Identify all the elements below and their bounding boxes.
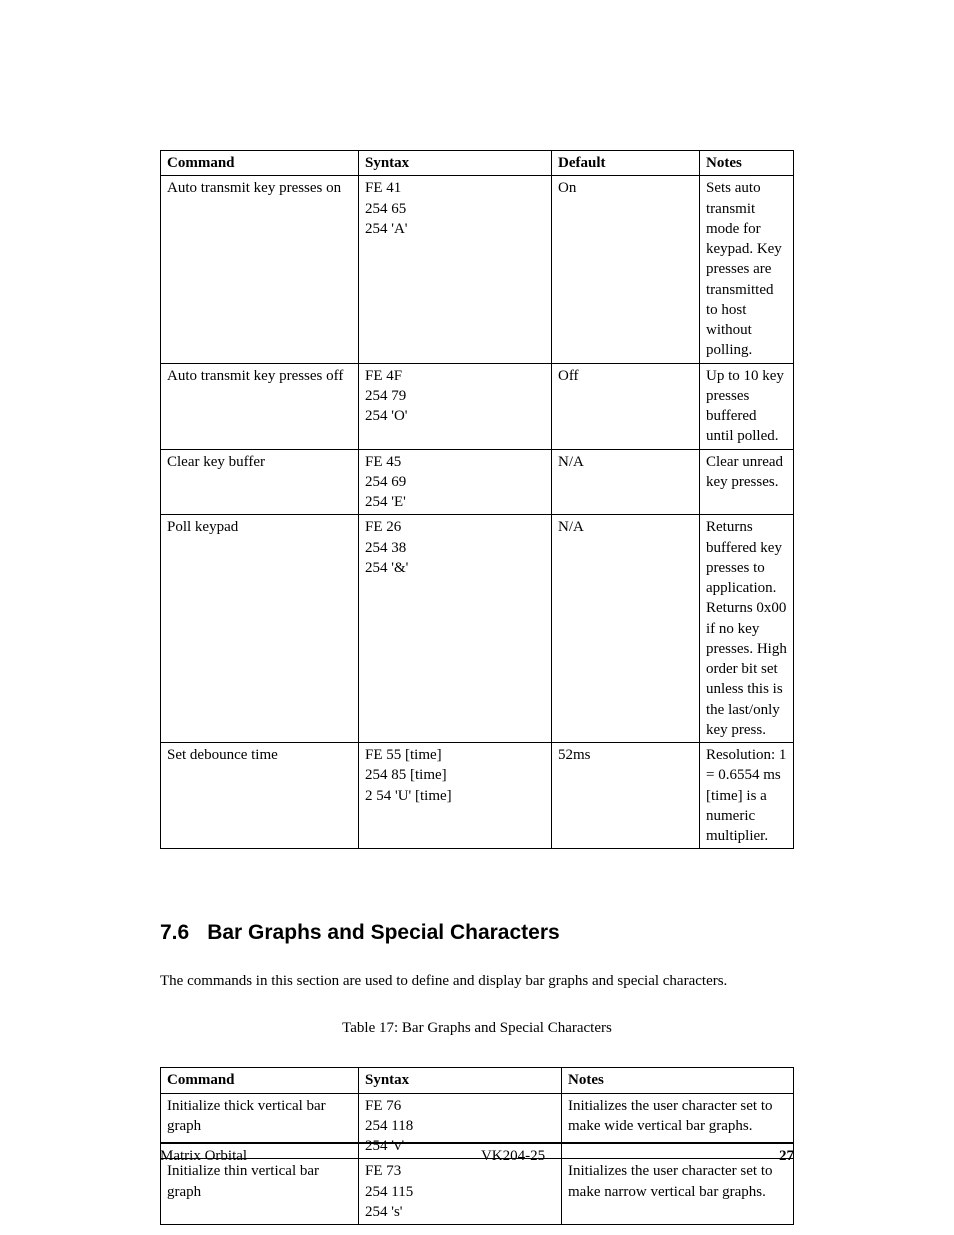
table-caption: Table 17: Bar Graphs and Special Charact… (160, 1020, 794, 1037)
section-title: Bar Graphs and Special Characters (207, 921, 559, 944)
cell-default: N/A (552, 515, 700, 743)
syntax-line: 254 69 (365, 472, 545, 492)
cell-notes: Returns buffered key presses to applicat… (700, 515, 794, 743)
page-footer: Matrix Orbital VK204-25 27 (160, 1142, 794, 1165)
syntax-line: 254 118 (365, 1116, 555, 1136)
syntax-line: 254 's' (365, 1202, 555, 1222)
table-row: Set debounce timeFE 55 [time]254 85 [tim… (161, 743, 794, 849)
cell-syntax: FE 41254 65254 'A' (359, 176, 552, 363)
syntax-line: 254 79 (365, 386, 545, 406)
table-row: Auto transmit key presses offFE 4F254 79… (161, 363, 794, 449)
footer-page-number: 27 (779, 1148, 794, 1165)
cell-default: Off (552, 363, 700, 449)
col-command: Command (161, 1068, 359, 1093)
cell-notes: Resolution: 1 = 0.6554 ms [time] is a nu… (700, 743, 794, 849)
section-number: 7.6 (160, 921, 189, 944)
cell-command: Initialize thin vertical bar graph (161, 1159, 359, 1225)
cell-syntax: FE 26254 38254 '&' (359, 515, 552, 743)
syntax-line: FE 41 (365, 178, 545, 198)
cell-default: N/A (552, 449, 700, 515)
table-row: Auto transmit key presses onFE 41254 652… (161, 176, 794, 363)
keypad-commands-table: Command Syntax Default Notes Auto transm… (160, 150, 794, 849)
syntax-line: 254 '&' (365, 558, 545, 578)
syntax-line: FE 26 (365, 517, 545, 537)
cell-command: Poll keypad (161, 515, 359, 743)
cell-default: 52ms (552, 743, 700, 849)
section-heading: 7.6 Bar Graphs and Special Characters (160, 921, 794, 945)
cell-syntax: FE 45254 69254 'E' (359, 449, 552, 515)
cell-command: Set debounce time (161, 743, 359, 849)
syntax-line: 254 38 (365, 538, 545, 558)
table1-body: Auto transmit key presses onFE 41254 652… (161, 176, 794, 849)
cell-command: Auto transmit key presses on (161, 176, 359, 363)
syntax-line: 254 115 (365, 1182, 555, 1202)
footer-left: Matrix Orbital (160, 1148, 247, 1165)
cell-syntax: FE 73254 115254 's' (359, 1159, 562, 1225)
col-syntax: Syntax (359, 151, 552, 176)
syntax-line: 254 65 (365, 199, 545, 219)
cell-command: Auto transmit key presses off (161, 363, 359, 449)
cell-command: Clear key buffer (161, 449, 359, 515)
table-header-row: Command Syntax Notes (161, 1068, 794, 1093)
cell-syntax: FE 55 [time]254 85 [time]2 54 'U' [time] (359, 743, 552, 849)
table-row: Initialize thin vertical bar graphFE 732… (161, 1159, 794, 1225)
cell-syntax: FE 4F254 79254 'O' (359, 363, 552, 449)
footer-rule (160, 1142, 794, 1144)
cell-notes: Sets auto transmit mode for keypad. Key … (700, 176, 794, 363)
cell-notes: Clear unread key presses. (700, 449, 794, 515)
col-syntax: Syntax (359, 1068, 562, 1093)
footer-center: VK204-25 (481, 1148, 545, 1165)
syntax-line: FE 55 [time] (365, 745, 545, 765)
syntax-line: FE 4F (365, 366, 545, 386)
table-row: Clear key bufferFE 45254 69254 'E'N/ACle… (161, 449, 794, 515)
syntax-line: 254 'E' (365, 492, 545, 512)
table-header-row: Command Syntax Default Notes (161, 151, 794, 176)
col-notes: Notes (700, 151, 794, 176)
syntax-line: FE 45 (365, 452, 545, 472)
table-row: Poll keypadFE 26254 38254 '&'N/AReturns … (161, 515, 794, 743)
page: Command Syntax Default Notes Auto transm… (0, 0, 954, 1235)
col-notes: Notes (562, 1068, 794, 1093)
footer-row: Matrix Orbital VK204-25 27 (160, 1148, 794, 1165)
col-default: Default (552, 151, 700, 176)
cell-default: On (552, 176, 700, 363)
col-command: Command (161, 151, 359, 176)
syntax-line: 2 54 'U' [time] (365, 786, 545, 806)
syntax-line: 254 85 [time] (365, 765, 545, 785)
syntax-line: 254 'O' (365, 406, 545, 426)
syntax-line: FE 76 (365, 1096, 555, 1116)
section-intro: The commands in this section are used to… (160, 973, 794, 990)
cell-notes: Up to 10 key presses buffered until poll… (700, 363, 794, 449)
syntax-line: 254 'A' (365, 219, 545, 239)
cell-notes: Initializes the user character set to ma… (562, 1159, 794, 1225)
